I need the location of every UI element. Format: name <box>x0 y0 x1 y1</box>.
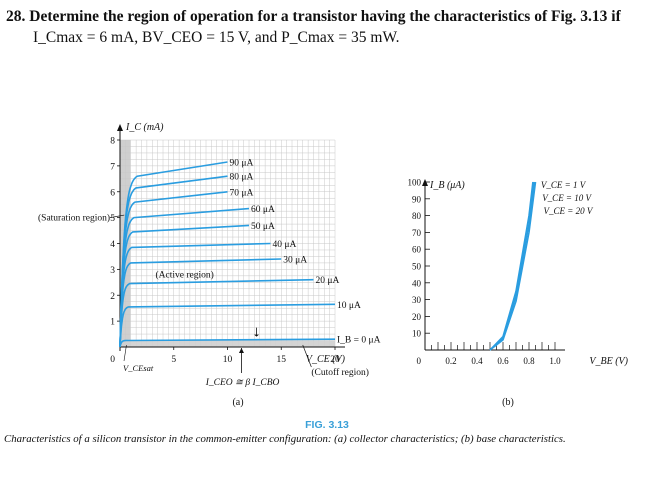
x-tick-label: 20 <box>330 355 340 365</box>
x-axis-label: V_CE (V) <box>306 354 346 365</box>
panel-b-label: (b) <box>502 397 514 408</box>
y-tick-label: 1 <box>110 318 115 328</box>
figure-caption: Characteristics of a silicon transistor … <box>4 433 566 445</box>
vce-curve <box>489 181 537 351</box>
x-tick-label: 0.4 <box>471 356 483 366</box>
cutoff-arrowhead <box>254 334 260 337</box>
origin-label: 0 <box>110 355 115 365</box>
ib-curve <box>119 278 314 348</box>
y-tick-label: 100 <box>408 178 422 188</box>
y-tick-label: 70 <box>412 228 422 238</box>
ib-curve-label: 60 μA <box>251 205 275 215</box>
y-tick-label: 6 <box>110 188 115 198</box>
x-axis-label: V_BE (V) <box>589 356 628 367</box>
y-axis-arrow <box>422 179 428 186</box>
problem-number: 28. <box>6 8 26 25</box>
ib-curve <box>119 338 336 348</box>
x-tick-label: 0.6 <box>497 356 509 366</box>
x-tick-label: 0.8 <box>523 356 535 366</box>
problem-line-2: I_Cmax = 6 mA, BV_CEO = 15 V, and P_Cmax… <box>33 29 400 46</box>
vce-curve-label: V_CE = 10 V <box>542 193 592 203</box>
ib-curve-label: 40 μA <box>273 240 297 250</box>
cutoff-region-label: (Cutoff region) <box>311 367 369 378</box>
ib-curve-label: 20 μA <box>316 276 340 286</box>
ib-curve-label: 30 μA <box>283 256 307 266</box>
y-axis-label: I_B (μA) <box>429 180 465 191</box>
base-characteristics-plot: 10 20 30 40 50 60 70 80 90 100 0 0.2 0.4 0.6 0.8 1.0 I_B… <box>408 178 629 368</box>
vce-curve <box>489 181 534 351</box>
y-tick-label: 8 <box>110 137 115 147</box>
origin-label: 0 <box>417 356 422 366</box>
vcesat-label: V_CEsat <box>123 363 154 373</box>
y-tick-label: 90 <box>412 194 422 204</box>
ib-curve-label: 70 μA <box>230 188 254 198</box>
panel-a-label: (a) <box>232 397 243 408</box>
y-tick-label: 30 <box>412 295 422 305</box>
cutoff-leader <box>302 344 312 368</box>
ib-curve-label: 10 μA <box>337 301 361 311</box>
vcesat-leader <box>123 344 127 362</box>
iceo-label: I_CEO ≅ β I_CBO <box>205 378 280 388</box>
x-tick-label: 10 <box>223 355 233 365</box>
iceo-arrowhead <box>238 348 244 353</box>
collector-characteristics-plot: 1 2 3 4 5 6 7 8 0 5 10 15 20 I_C (mA) V_CE (V) 90 μA 80 … <box>38 122 381 388</box>
y-tick-label: 20 <box>412 312 422 322</box>
vce-curve-label: V_CE = 1 V <box>541 180 587 190</box>
y-tick-label: 80 <box>412 211 422 221</box>
cutoff-shade <box>120 340 335 347</box>
ib-curve-label: 80 μA <box>230 173 254 183</box>
figure-label: FIG. 3.13 <box>305 419 349 431</box>
problem-line-1: Determine the region of operation for a … <box>29 8 621 25</box>
ib-curve-label: 50 μA <box>251 222 275 232</box>
y-tick-label: 7 <box>110 162 115 172</box>
y-axis-arrow <box>117 124 123 131</box>
y-tick-label: 10 <box>412 329 422 339</box>
vce-curve-label: V_CE = 20 V <box>544 206 594 216</box>
y-axis-label: I_C (mA) <box>125 122 164 133</box>
x-tick-label: 15 <box>277 355 287 365</box>
y-tick-label: 2 <box>110 292 115 302</box>
x-tick-label: 5 <box>171 355 176 365</box>
x-tick-label: 1.0 <box>549 356 561 366</box>
y-tick-label: 3 <box>110 266 115 276</box>
active-region-label: (Active region) <box>155 270 213 281</box>
ib-curve <box>119 303 336 348</box>
vce-curve <box>489 181 535 351</box>
x-tick-label: 0.2 <box>445 356 456 366</box>
y-tick-label: 50 <box>412 262 422 272</box>
ib-curve-label: 90 μA <box>230 158 254 168</box>
y-tick-label: 5 <box>110 214 115 224</box>
problem-statement: 28. Determine the region of operation fo… <box>6 6 646 48</box>
ib-curve-label: I_B = 0 μA <box>337 336 381 346</box>
y-tick-label: 4 <box>110 240 115 250</box>
saturation-leader <box>109 214 125 218</box>
y-tick-label: 40 <box>412 278 422 288</box>
y-tick-label: 60 <box>412 245 422 255</box>
saturation-region-label: (Saturation region) <box>38 213 110 224</box>
